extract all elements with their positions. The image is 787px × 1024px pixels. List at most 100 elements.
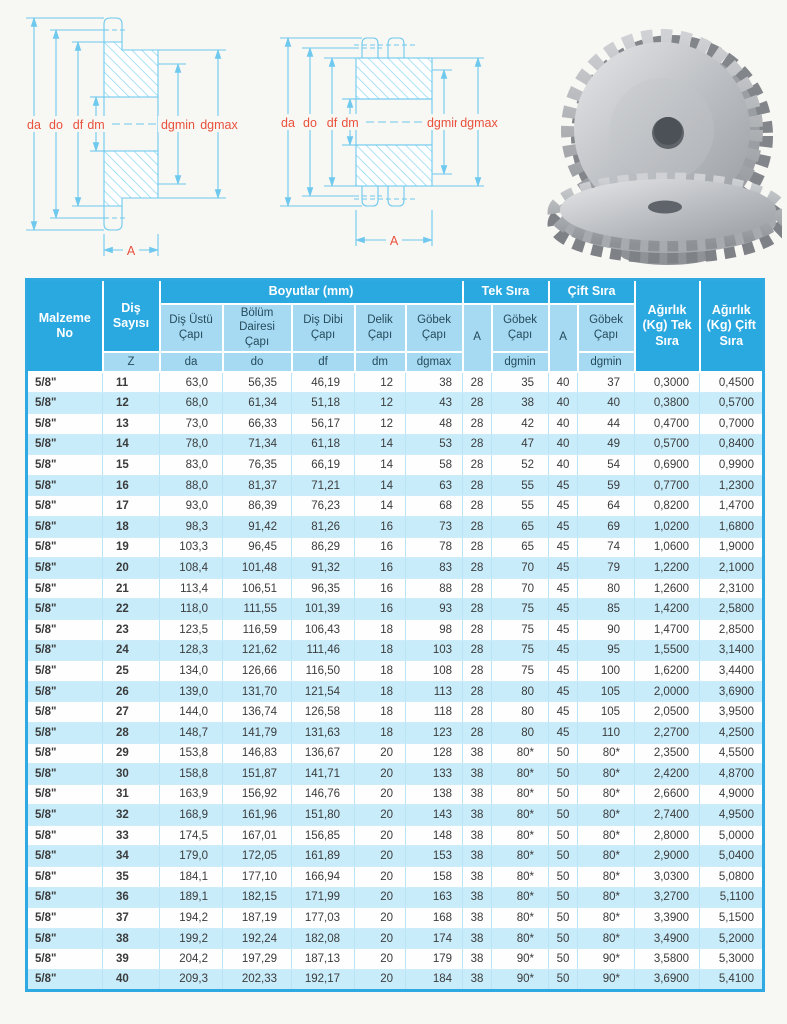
tooth-bottom <box>103 206 123 231</box>
cell: 105 <box>577 681 636 703</box>
cell: 20 <box>354 887 406 909</box>
cell: 23 <box>102 619 160 641</box>
cell: 179 <box>405 948 464 971</box>
cell: 20 <box>354 928 406 950</box>
cell: 71,34 <box>222 434 292 456</box>
cell: 38 <box>462 948 493 971</box>
cell: 61,18 <box>291 434 355 456</box>
dim-label-da: da <box>281 116 295 130</box>
cell: 38 <box>462 845 493 868</box>
cell: 80* <box>577 763 636 785</box>
cell: 5/8" <box>26 660 103 682</box>
dim-label-da: da <box>27 118 41 132</box>
cell: 80* <box>491 907 550 929</box>
cell: 50 <box>548 784 579 806</box>
dim-label-dgmax: dgmax <box>460 116 498 130</box>
cell: 40 <box>548 392 579 414</box>
cell: 5/8" <box>26 845 103 868</box>
cell: 5,0000 <box>699 825 765 847</box>
cell: 28 <box>462 619 493 641</box>
tooth-top <box>103 17 123 42</box>
cell: 80* <box>491 928 550 950</box>
col-header-dis-dibi-capi: Diş Dibi Çapı <box>290 302 356 354</box>
cell: 65 <box>491 537 550 559</box>
cell: 199,2 <box>159 928 223 950</box>
cell: 1,0600 <box>634 537 701 559</box>
cell: 168,9 <box>159 804 223 826</box>
cell: 20 <box>354 784 406 806</box>
cell: 1,4700 <box>699 495 765 517</box>
cell: 38 <box>462 887 493 909</box>
cell: 50 <box>548 948 579 971</box>
dim-label-a: A <box>127 244 136 258</box>
sprocket-photo <box>547 29 782 265</box>
cell: 56,35 <box>222 372 292 394</box>
cell: 46,19 <box>291 372 355 394</box>
cell: 172,05 <box>222 845 292 868</box>
cell: 174,5 <box>159 825 223 847</box>
cell: 40 <box>548 413 579 435</box>
cell: 105 <box>577 701 636 723</box>
cell: 68 <box>405 495 464 517</box>
cell: 20 <box>354 763 406 785</box>
cell: 40 <box>577 392 636 414</box>
cell: 5/8" <box>26 516 103 538</box>
cell: 5,4100 <box>699 969 765 991</box>
col-header-dis-ustu-capi: Diş Üstü Çapı <box>158 302 224 354</box>
cell: 1,6200 <box>634 660 701 682</box>
cell: 50 <box>548 845 579 868</box>
dim-label-dgmin: dgmin <box>427 116 461 130</box>
cell: 93,0 <box>159 495 223 517</box>
cell: 18 <box>354 660 406 682</box>
cell: 45 <box>548 640 579 662</box>
cell: 54 <box>577 454 636 476</box>
cell: 5/8" <box>26 372 103 394</box>
cell: 2,3100 <box>699 578 765 600</box>
cell: 39 <box>102 948 160 971</box>
cell: 163,9 <box>159 784 223 806</box>
cell: 5,1100 <box>699 887 765 909</box>
cell: 0,8200 <box>634 495 701 517</box>
cell: 0,8400 <box>699 434 765 456</box>
cell: 5/8" <box>26 701 103 723</box>
cell: 14 <box>354 475 406 497</box>
cell: 70 <box>491 557 550 579</box>
cell: 103 <box>405 640 464 662</box>
cell: 2,0000 <box>634 681 701 703</box>
cell: 156,92 <box>222 784 292 806</box>
cell: 1,2200 <box>634 557 701 579</box>
cell: 5/8" <box>26 887 103 909</box>
cell: 12 <box>354 413 406 435</box>
cell: 90* <box>577 969 636 991</box>
cell: 21 <box>102 578 160 600</box>
cell: 45 <box>548 537 579 559</box>
dim-label-dm: dm <box>87 118 104 132</box>
front-sprocket <box>547 172 782 265</box>
cell: 202,33 <box>222 969 292 991</box>
cell: 93 <box>405 598 464 620</box>
cell: 156,85 <box>291 825 355 847</box>
cell: 18 <box>354 681 406 703</box>
cell: 90* <box>491 969 550 991</box>
cell: 0,7700 <box>634 475 701 497</box>
cell: 4,9500 <box>699 804 765 826</box>
cell: 28 <box>462 475 493 497</box>
cell: 80* <box>491 845 550 868</box>
cell: 45 <box>548 619 579 641</box>
cell: 5,2000 <box>699 928 765 950</box>
dim-label-dgmin: dgmin <box>161 118 195 132</box>
cell: 16 <box>354 557 406 579</box>
cell: 131,63 <box>291 722 355 744</box>
cell: 80 <box>491 701 550 723</box>
cell: 28 <box>462 516 493 538</box>
cell: 118 <box>405 701 464 723</box>
cell: 28 <box>462 537 493 559</box>
cell: 80* <box>577 804 636 826</box>
table-row: 5/8" 39 204,2 197,29 187,13 20 179 38 90* 50 90* 3,… <box>26 948 765 971</box>
cell: 76,35 <box>222 454 292 476</box>
cell: 16 <box>354 516 406 538</box>
dim-label-df: df <box>327 116 338 130</box>
cell: 5/8" <box>26 948 103 971</box>
symbol-dm: dm <box>353 351 407 374</box>
cell: 53 <box>405 434 464 456</box>
